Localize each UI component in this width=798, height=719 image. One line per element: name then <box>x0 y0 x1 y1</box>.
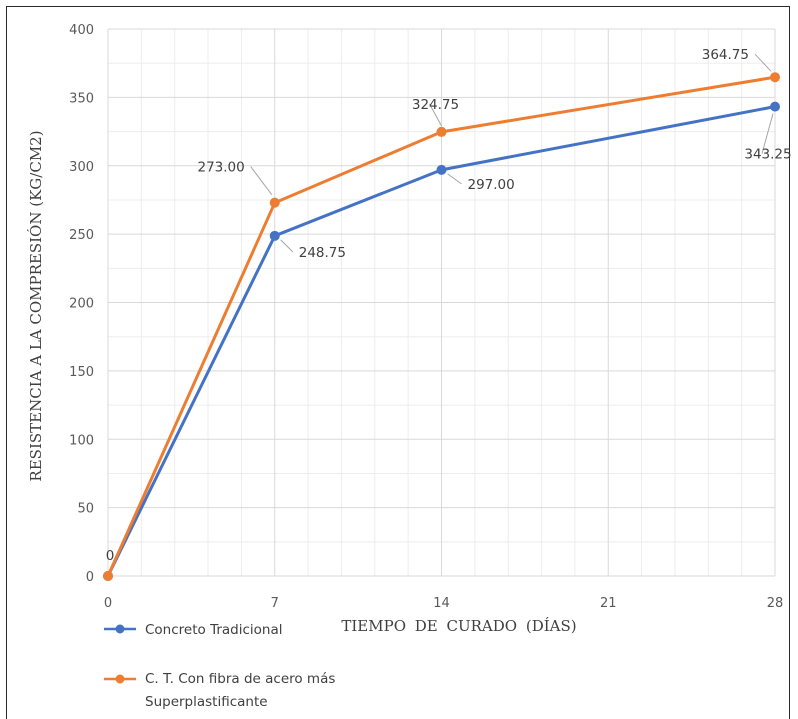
legend: Concreto Tradicional C. T. Con fibra de … <box>104 622 335 710</box>
legend-item-concreto-tradicional: Concreto Tradicional <box>104 622 283 638</box>
y-tick-label: 250 <box>69 228 94 243</box>
y-tick-label: 0 <box>86 570 94 585</box>
data-label: 0 <box>106 548 115 564</box>
legend-label-concreto-tradicional: Concreto Tradicional <box>145 622 283 638</box>
y-tick-label: 50 <box>77 502 94 517</box>
x-axis-title: TIEMPO DE CURADO (DÍAS) <box>341 617 576 635</box>
x-axis-ticks: 0 7 14 21 28 <box>104 596 783 611</box>
data-label: 324.75 <box>412 97 459 113</box>
legend-label-fibra-line-1: C. T. Con fibra de acero más <box>145 671 335 687</box>
y-axis-ticks: 0 50 100 150 200 250 300 350 400 <box>69 23 94 585</box>
legend-marker-concreto-tradicional <box>115 624 125 634</box>
data-label-leader <box>754 53 772 72</box>
data-label-leader <box>280 239 294 253</box>
y-tick-label: 300 <box>69 160 94 175</box>
x-tick-label: 0 <box>104 596 112 611</box>
x-tick-label: 7 <box>271 596 279 611</box>
legend-label-fibra-line-2: Superplastificante <box>145 694 268 710</box>
x-tick-label: 14 <box>433 596 450 611</box>
legend-item-fibra-superplastificante: C. T. Con fibra de acero más Superplasti… <box>104 671 335 710</box>
data-label: 343.25 <box>744 147 791 163</box>
y-tick-label: 150 <box>69 365 94 380</box>
data-point-series-1 <box>770 72 780 83</box>
data-point-series-0 <box>436 164 447 175</box>
data-label-layer: 248.75 297.00 343.25 0 273.00 324.75 364.75 <box>106 47 792 564</box>
data-label: 273.00 <box>198 160 245 176</box>
grid-major <box>107 28 776 577</box>
chart-frame <box>6 6 790 719</box>
y-tick-label: 200 <box>69 297 94 312</box>
data-point-series-1 <box>103 571 113 581</box>
data-label: 297.00 <box>468 177 515 193</box>
data-label-leader <box>429 103 442 127</box>
series-line-1 <box>106 75 776 577</box>
series-line-0 <box>106 105 776 577</box>
y-tick-label: 100 <box>69 433 94 448</box>
x-tick-label: 21 <box>600 596 617 611</box>
series-layer <box>103 72 780 581</box>
data-label: 248.75 <box>299 245 346 261</box>
data-point-series-1 <box>436 126 447 137</box>
y-tick-label: 400 <box>69 23 94 38</box>
data-label-leader <box>250 166 273 195</box>
x-tick-label: 28 <box>767 596 784 611</box>
data-label-leader <box>447 173 462 185</box>
data-point-series-0 <box>770 101 780 112</box>
data-point-series-1 <box>269 197 280 208</box>
y-axis-title: RESISTENCIA A LA COMPRESIÓN (KG/CM2) <box>27 130 45 481</box>
data-label: 364.75 <box>702 47 749 63</box>
data-point-series-0 <box>269 230 280 241</box>
y-tick-label: 350 <box>69 91 94 106</box>
legend-marker-fibra-superplastificante <box>115 674 125 684</box>
data-label-leader <box>761 113 774 154</box>
